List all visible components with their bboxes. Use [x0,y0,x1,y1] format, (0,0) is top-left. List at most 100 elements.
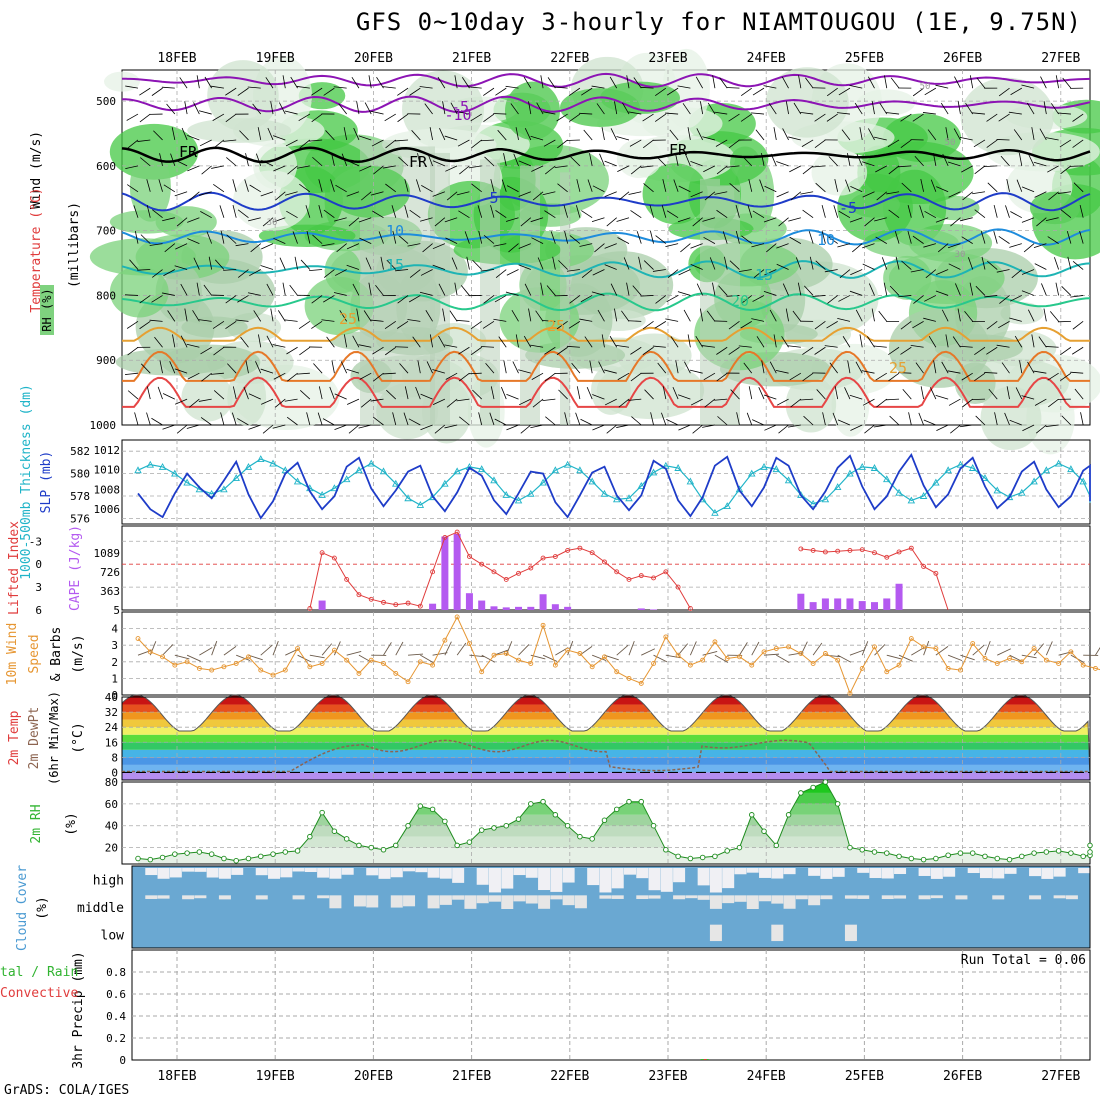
wind-barb [186,424,200,429]
wind-barb [299,346,311,356]
cloud-gap-middle [844,895,857,899]
wind10-marker [466,641,472,646]
wind-barb [471,183,482,193]
wind-barb [998,321,1010,329]
wind-barb [162,217,175,222]
lifted-marker [442,535,448,540]
wind10-marker [417,659,423,665]
wind-barb [1021,217,1035,223]
rh-band [138,792,1090,804]
wind10-barb [800,641,808,656]
cloud-gap-high [169,868,182,878]
wind-barb [650,230,654,244]
wind10-marker [528,661,534,666]
thickness-marker [1054,459,1063,467]
wind-barb [434,424,446,434]
cloud-gap-middle [390,895,403,908]
wind-barb [530,424,544,429]
wind-barb [642,346,654,355]
wind-barb [556,346,568,356]
wind-barb [652,269,666,272]
wind-barb [826,235,838,244]
wind-barb [778,424,789,434]
wind-barb [542,398,556,402]
cape-bar [858,601,866,610]
wind-barb [987,260,998,270]
wind-barb [631,416,642,426]
wind-barb [287,165,298,175]
rh-green-patch [505,81,560,140]
wind-barb [359,237,372,244]
wind-barb [167,310,176,322]
cloud-gap-middle [685,895,698,899]
wind-barb [1034,263,1047,270]
wind10-marker [921,644,927,650]
wind-barb [346,368,360,374]
wind10-marker [982,656,988,661]
wind-barb [480,346,494,348]
lifted-marker [602,559,607,565]
wind-barb [703,236,716,244]
wind10-marker [687,662,693,668]
wind-barb [936,186,949,193]
wind-barb [591,85,605,89]
wind-barb [986,346,998,355]
wind-barb [763,85,777,89]
wind-barb [415,179,421,192]
wind-barb [127,139,139,149]
wind10-barb [751,641,760,656]
rh-band [138,814,1090,826]
lifted-marker [479,561,485,567]
precip-bar-convective [703,1059,707,1060]
wind-barb [888,209,900,219]
wind-barb [169,361,176,374]
wind-barb [311,321,323,329]
wind-barb [1026,102,1035,115]
cape-bar [478,600,486,610]
wind-barb [360,398,372,408]
wind-barb [964,311,974,322]
wind-barb [712,75,716,89]
wind-barb [883,282,888,296]
thickness-marker [1005,493,1014,501]
wind-barb [461,77,470,89]
wind-barb [699,101,704,115]
lifted-tick-label: 0 [35,558,42,571]
wind-barb [812,295,826,297]
wind-barb [278,102,286,115]
thickness-marker [968,464,977,471]
wind-barb [837,243,851,248]
wind-barb [1018,153,1023,166]
thickness-marker [490,476,498,484]
wind-barb [735,230,740,244]
cloud-gap-high [427,868,440,878]
wind-barb [249,269,261,277]
rh2m-marker [221,855,227,862]
rh2m-marker [663,847,669,853]
wind10-marker [835,657,841,663]
rh2m-marker [172,851,178,857]
wind-barb [792,310,802,322]
wind-barb [987,182,998,193]
wind-barb [270,101,274,115]
wind-barb [935,217,949,223]
wind-barb [261,159,274,167]
wind-barb [1071,346,1084,355]
wind-barb [515,334,519,348]
wind-barb [740,321,752,329]
cloud-gap-high [476,868,489,885]
wind-barb [690,243,703,249]
wind-barb [409,87,421,96]
wind-barb [126,184,139,193]
thickness-marker [134,466,142,474]
temp-band [122,695,1090,697]
cloud-gap-high [832,868,845,877]
wind10-marker [1031,646,1037,651]
wind-barb [937,243,949,253]
wind10-barb [739,642,748,656]
wind-barb [790,191,802,201]
wind-barb [421,185,433,193]
wind-barb [478,412,483,426]
wind-barb [875,165,887,173]
wind-barb [408,295,421,303]
